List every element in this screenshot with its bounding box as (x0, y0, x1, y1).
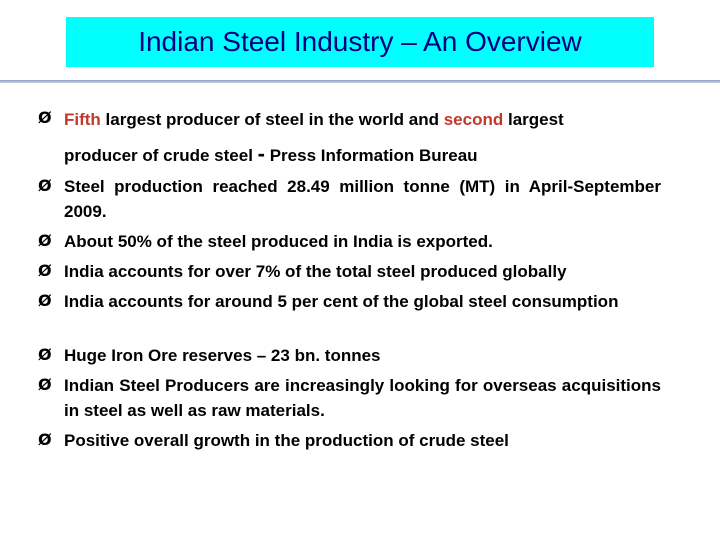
bullet-4: India accounts for over 7% of the total … (64, 262, 567, 281)
highlight-fifth: Fifth (64, 110, 101, 129)
bullet-2: Steel production reached 28.49 million t… (64, 177, 661, 221)
bullet-arrow-icon: Ø (38, 375, 52, 394)
slide-title: Indian Steel Industry – An Overview (138, 26, 582, 57)
bullet-arrow-icon: Ø (38, 291, 52, 310)
bullet-1-line-1: Fifth largest producer of steel in the w… (64, 110, 564, 129)
bullet-arrow-icon: Ø (38, 345, 52, 364)
bullet-6: Huge Iron Ore reserves – 23 bn. tonnes (64, 346, 381, 365)
bullet-5: India accounts for around 5 per cent of … (64, 292, 619, 311)
bullet-arrow-icon: Ø (38, 231, 52, 250)
title-banner: Indian Steel Industry – An Overview (66, 17, 654, 67)
bullet-arrow-icon: Ø (38, 108, 52, 127)
title-divider (0, 80, 720, 83)
bullet-3: About 50% of the steel produced in India… (64, 232, 493, 251)
bullet-1-line-2: producer of crude steel - Press Informat… (64, 141, 478, 166)
dash-separator: - (257, 141, 265, 166)
bullet-arrow-icon: Ø (38, 176, 52, 195)
bullet-7: Indian Steel Producers are increasingly … (64, 376, 661, 420)
bullet-arrow-icon: Ø (38, 261, 52, 280)
highlight-second: second (443, 110, 504, 129)
bullet-arrow-icon: Ø (38, 430, 52, 449)
bullet-8: Positive overall growth in the productio… (64, 431, 509, 450)
